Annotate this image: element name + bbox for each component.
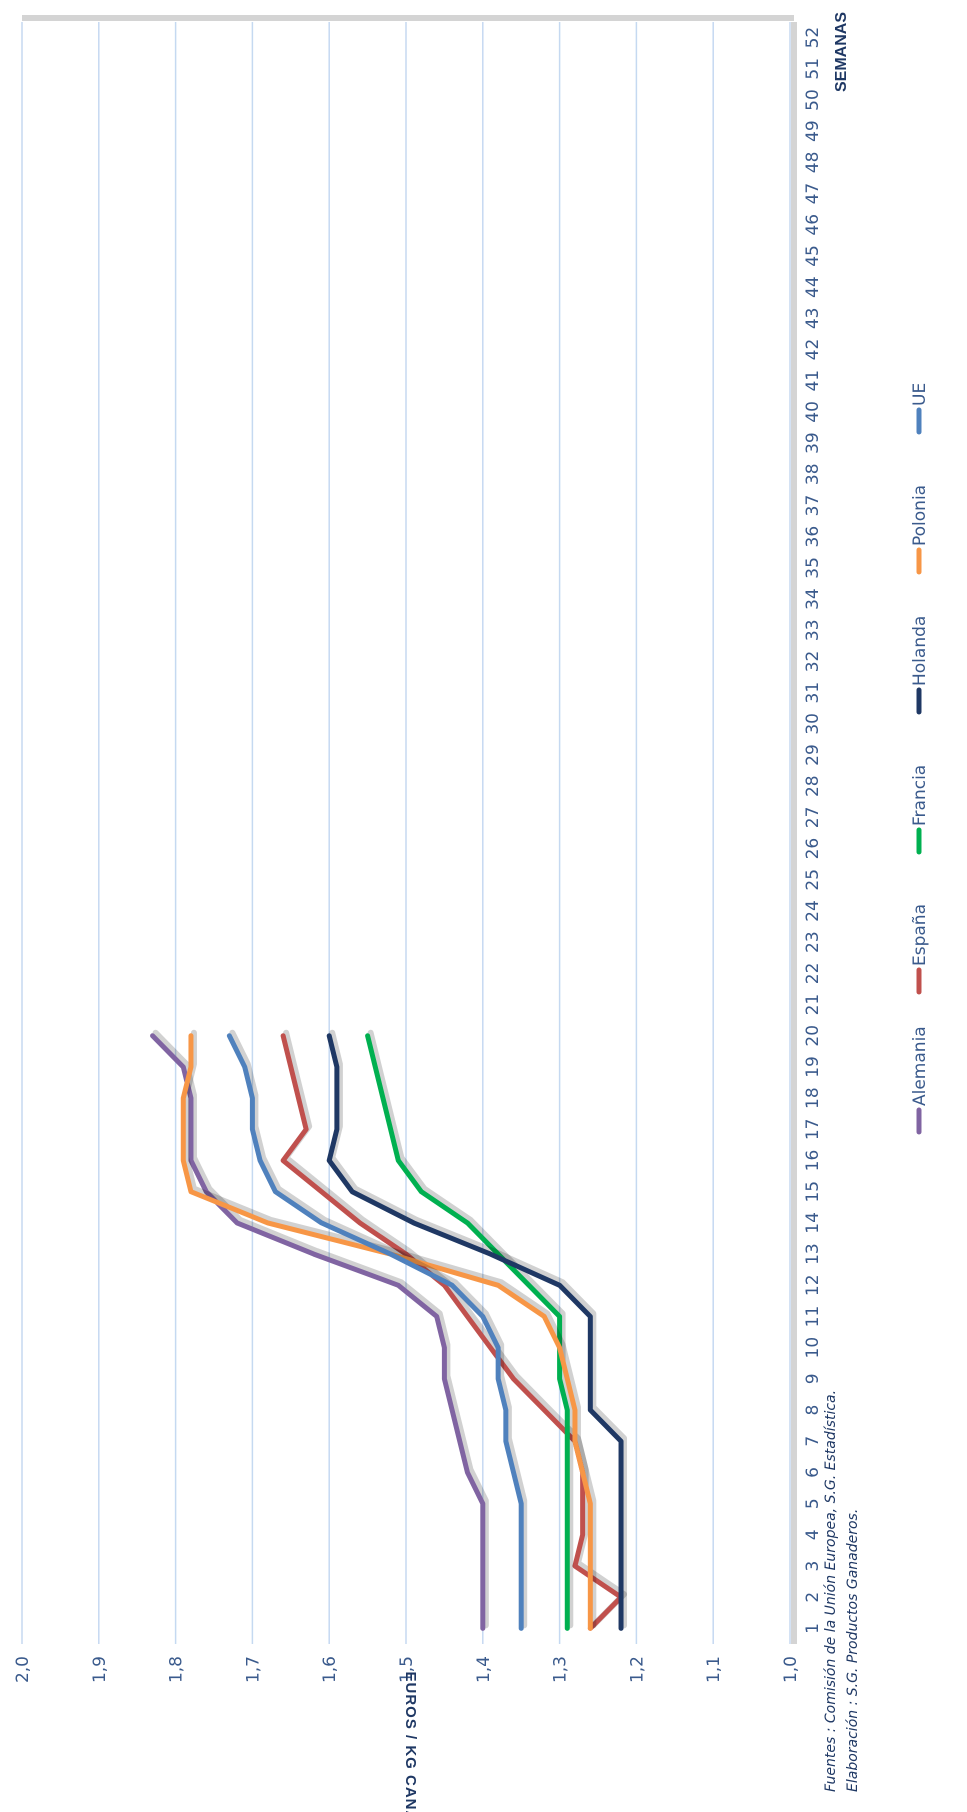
x-tick-label: 22 xyxy=(803,963,823,985)
legend-label: Francia xyxy=(910,765,930,826)
y-tick-label: 1,2 xyxy=(627,1656,647,1683)
x-tick-label: 49 xyxy=(803,120,823,142)
x-tick-label: 25 xyxy=(803,869,823,891)
x-tick-label: 38 xyxy=(803,463,823,485)
x-tick-label: 2 xyxy=(803,1592,823,1603)
x-tick-label: 6 xyxy=(803,1467,823,1478)
series-line-polonia xyxy=(180,1033,593,1631)
x-tick-label: 42 xyxy=(803,339,823,361)
x-tick-label: 3 xyxy=(803,1561,823,1572)
x-tick-label: 31 xyxy=(803,682,823,704)
x-tick-label: 16 xyxy=(803,1150,823,1172)
x-tick-label: 30 xyxy=(803,713,823,735)
x-tick-label: 51 xyxy=(803,58,823,80)
x-tick-label: 1 xyxy=(803,1623,823,1634)
x-tick-label: 37 xyxy=(803,495,823,517)
legend-item-polonia: Polonia xyxy=(910,485,930,575)
legend-item-holanda: Holanda xyxy=(910,616,930,715)
x-axis-label: SEMANAS xyxy=(833,12,850,92)
y-tick-label: 1,0 xyxy=(781,1656,801,1683)
x-tick-label: 24 xyxy=(803,900,823,922)
source-line-1: Fuentes : Comisión de la Unión Europea, … xyxy=(823,1390,839,1792)
x-tick-label: 48 xyxy=(803,152,823,174)
legend-label: España xyxy=(910,904,930,966)
x-tick-label: 27 xyxy=(803,807,823,829)
grid-lines xyxy=(21,22,791,1644)
x-tick-label: 32 xyxy=(803,651,823,673)
x-tick-label: 18 xyxy=(803,1087,823,1109)
x-tick-label: 52 xyxy=(803,27,823,49)
series-layer xyxy=(150,1029,628,1631)
x-tick-label: 44 xyxy=(803,276,823,298)
x-tick-label: 39 xyxy=(803,432,823,454)
series-line-ue xyxy=(226,1033,524,1631)
legend-label: Holanda xyxy=(910,616,930,686)
series-line-alemania xyxy=(150,1033,486,1631)
x-tick-label: 35 xyxy=(803,557,823,579)
x-tick-label: 33 xyxy=(803,619,823,641)
y-tick-label: 1,7 xyxy=(243,1656,263,1683)
x-tick-label: 29 xyxy=(803,744,823,766)
legend-item-francia: Francia xyxy=(910,765,930,855)
x-tick-label: 13 xyxy=(803,1243,823,1265)
x-tick-label: 12 xyxy=(803,1274,823,1296)
x-tick-label: 28 xyxy=(803,775,823,797)
x-tick-label: 40 xyxy=(803,401,823,423)
x-tick-label: 47 xyxy=(803,183,823,205)
legend-label: Polonia xyxy=(910,485,930,546)
series-line-españa xyxy=(280,1033,624,1631)
x-tick-label: 36 xyxy=(803,526,823,548)
series-line-holanda xyxy=(326,1033,624,1631)
series-line-francia xyxy=(365,1033,570,1631)
y-tick-label: 1,8 xyxy=(167,1656,187,1683)
x-tick-label: 4 xyxy=(803,1529,823,1540)
y-tick-label: 1,1 xyxy=(704,1656,724,1683)
x-tick-label: 19 xyxy=(803,1056,823,1078)
y-tick-label: 1,9 xyxy=(90,1656,110,1683)
x-tick-label: 45 xyxy=(803,245,823,267)
y-axis-ticks: 1,0 1,1 1,2 1,3 1,4 1,5 1,6 1,7 1,8 1,9 2,0 xyxy=(13,1656,801,1683)
x-tick-label: 20 xyxy=(803,1025,823,1047)
x-tick-label: 5 xyxy=(803,1498,823,1509)
y-tick-label: 1,4 xyxy=(474,1656,494,1683)
x-tick-label: 23 xyxy=(803,931,823,953)
legend-item-españa: España xyxy=(910,904,930,995)
chart-legend: Alemania España Francia Holanda Polonia UE xyxy=(910,383,930,1135)
y-tick-label: 1,3 xyxy=(551,1656,571,1683)
plot-frame-shadow xyxy=(22,15,797,1644)
x-tick-label: 11 xyxy=(803,1306,823,1328)
y-tick-label: 1,6 xyxy=(320,1656,340,1683)
x-tick-label: 50 xyxy=(803,89,823,111)
x-tick-label: 15 xyxy=(803,1181,823,1203)
x-tick-label: 17 xyxy=(803,1119,823,1141)
x-tick-label: 7 xyxy=(803,1436,823,1447)
x-tick-label: 26 xyxy=(803,838,823,860)
x-tick-label: 41 xyxy=(803,370,823,392)
x-tick-label: 10 xyxy=(803,1337,823,1359)
x-tick-label: 14 xyxy=(803,1212,823,1234)
series-line-shadow xyxy=(183,1029,597,1629)
legend-label: Alemania xyxy=(910,1026,930,1106)
legend-label: UE xyxy=(910,383,930,406)
series-line-shadow xyxy=(229,1029,528,1629)
x-tick-label: 8 xyxy=(803,1405,823,1416)
x-tick-label: 9 xyxy=(803,1373,823,1384)
x-axis-ticks: 1234567891011121314151617181920212223242… xyxy=(803,27,823,1634)
legend-item-alemania: Alemania xyxy=(910,1026,930,1135)
y-tick-label: 1,5 xyxy=(397,1656,417,1683)
x-tick-label: 34 xyxy=(803,588,823,610)
series-line-shadow xyxy=(152,1029,489,1629)
y-axis-label: EUROS / KG CANAL xyxy=(402,1671,419,1812)
series-line-shadow xyxy=(367,1029,574,1629)
x-tick-label: 21 xyxy=(803,994,823,1016)
source-line-2: Elaboración : S.G. Productos Ganaderos. xyxy=(845,1509,861,1792)
x-tick-label: 43 xyxy=(803,308,823,330)
y-tick-label: 2,0 xyxy=(13,1656,33,1683)
legend-item-ue: UE xyxy=(910,383,930,435)
x-tick-label: 46 xyxy=(803,214,823,236)
